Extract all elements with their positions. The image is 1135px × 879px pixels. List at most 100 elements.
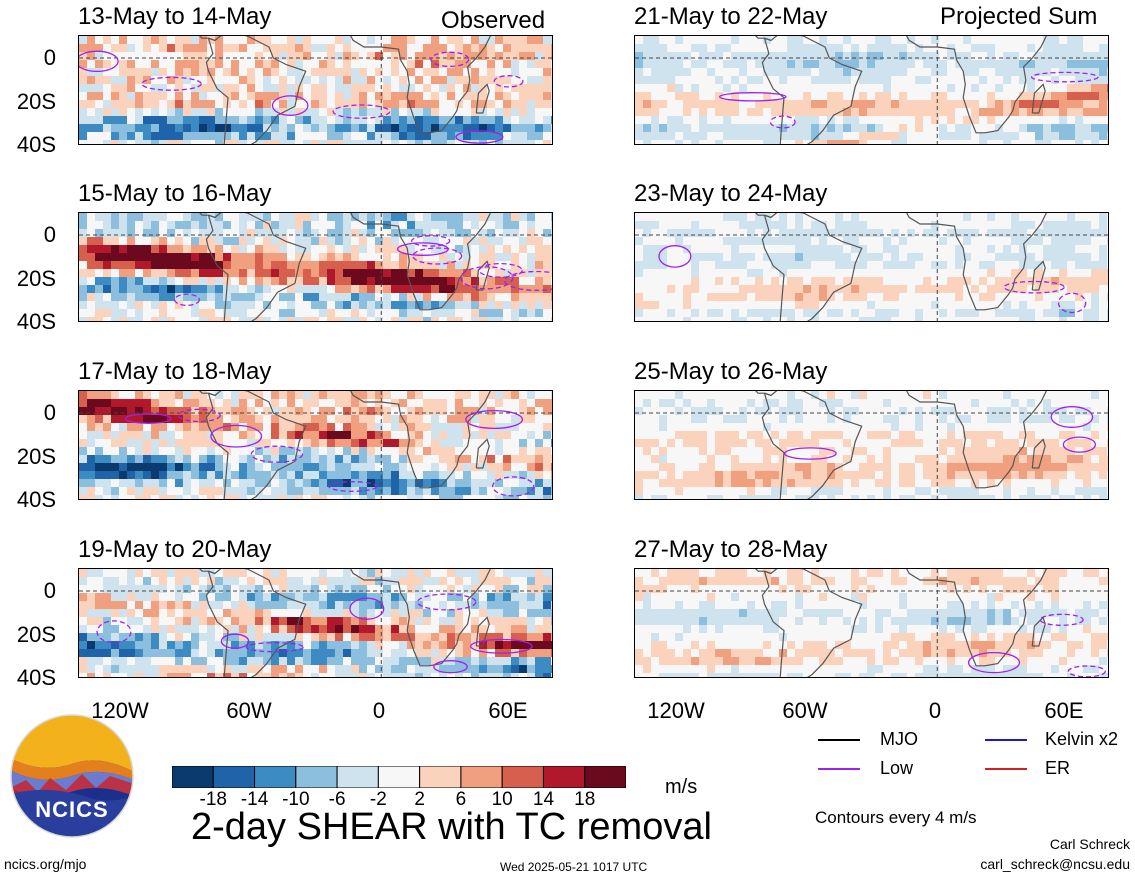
shear-cell [287,237,296,246]
shear-cell [827,76,836,85]
shear-cell [731,84,740,93]
shear-cell [811,116,820,125]
shear-cell [415,253,424,262]
shear-cell [651,132,660,141]
shear-cell [319,132,328,141]
shear-cell [407,625,416,634]
shear-cell [551,116,552,125]
shear-cell [231,657,240,666]
shear-cell [715,44,724,53]
shear-cell [1059,269,1068,278]
shear-cell [503,36,512,45]
shear-cell [287,431,296,440]
shear-cell [519,44,528,53]
shear-cell [95,487,104,496]
shear-cell [495,577,504,586]
shear-cell [119,673,128,677]
shear-cell [375,431,384,440]
shear-cell [351,229,360,238]
shear-cell [159,140,168,144]
shear-cell [103,585,112,594]
shear-cell [1003,261,1012,270]
shear-cell [715,269,724,278]
shear-cell [723,92,732,101]
shear-cell [343,625,352,634]
shear-cell [383,237,392,246]
shear-cell [327,108,336,117]
shear-cell [223,52,232,61]
shear-cell [763,277,772,286]
shear-cell [343,261,352,270]
shear-cell [1107,140,1108,144]
shear-cell [271,44,280,53]
shear-cell [239,293,248,302]
shear-cell [883,92,892,101]
shear-cell [279,593,288,602]
shear-cell [87,407,96,416]
shear-cell [1019,285,1028,294]
shear-cell [327,423,336,432]
shear-cell [1003,132,1012,141]
shear-cell [1011,229,1020,238]
shear-cell [183,68,192,77]
shear-cell [399,92,408,101]
shear-cell [399,229,408,238]
shear-cell [263,649,272,658]
shear-cell [1091,132,1100,141]
shear-cell [747,285,756,294]
shear-cell [503,261,512,270]
shear-cell [543,213,552,222]
shear-cell [343,447,352,456]
shear-cell [87,633,96,642]
shear-cell [1067,124,1076,133]
shear-cell [819,221,828,230]
shear-cell [519,140,528,144]
shear-cell [359,100,368,109]
shear-cell [495,633,504,642]
shear-cell [175,44,184,53]
shear-cell [543,44,552,53]
shear-cell [175,76,184,85]
shear-cell [255,317,264,321]
low-contour [430,51,470,68]
shear-cell [963,245,972,254]
shear-cell [247,116,256,125]
shear-cell [883,36,892,45]
shear-cell [423,391,432,400]
shear-cell [739,245,748,254]
shear-cell [495,439,504,448]
shear-cell [835,132,844,141]
shear-cell [535,625,544,634]
shear-cell [287,585,296,594]
shear-cell [899,221,908,230]
shear-cell [263,577,272,586]
shear-cell [923,213,932,222]
shear-cell [795,44,804,53]
shear-cell [535,293,544,302]
shear-cell [891,213,900,222]
shear-cell [159,577,168,586]
shear-cell [279,116,288,125]
shear-cell [407,577,416,586]
shear-cell [843,237,852,246]
shear-cell [715,253,724,262]
shear-cell [659,213,668,222]
shear-cell [407,245,416,254]
shear-cell [519,657,528,666]
shear-cell [271,285,280,294]
shear-cell [1035,293,1044,302]
shear-cell [707,84,716,93]
shear-cell [327,407,336,416]
shear-cell [103,649,112,658]
shear-cell [939,277,948,286]
shear-cell [223,253,232,262]
shear-cell [503,269,512,278]
shear-cell [231,431,240,440]
shear-cell [843,140,852,144]
shear-cell [1067,237,1076,246]
shear-cell [183,479,192,488]
shear-cell [487,617,496,626]
shear-cell [431,317,440,321]
shear-cell [1099,293,1108,302]
shear-cell [471,617,480,626]
